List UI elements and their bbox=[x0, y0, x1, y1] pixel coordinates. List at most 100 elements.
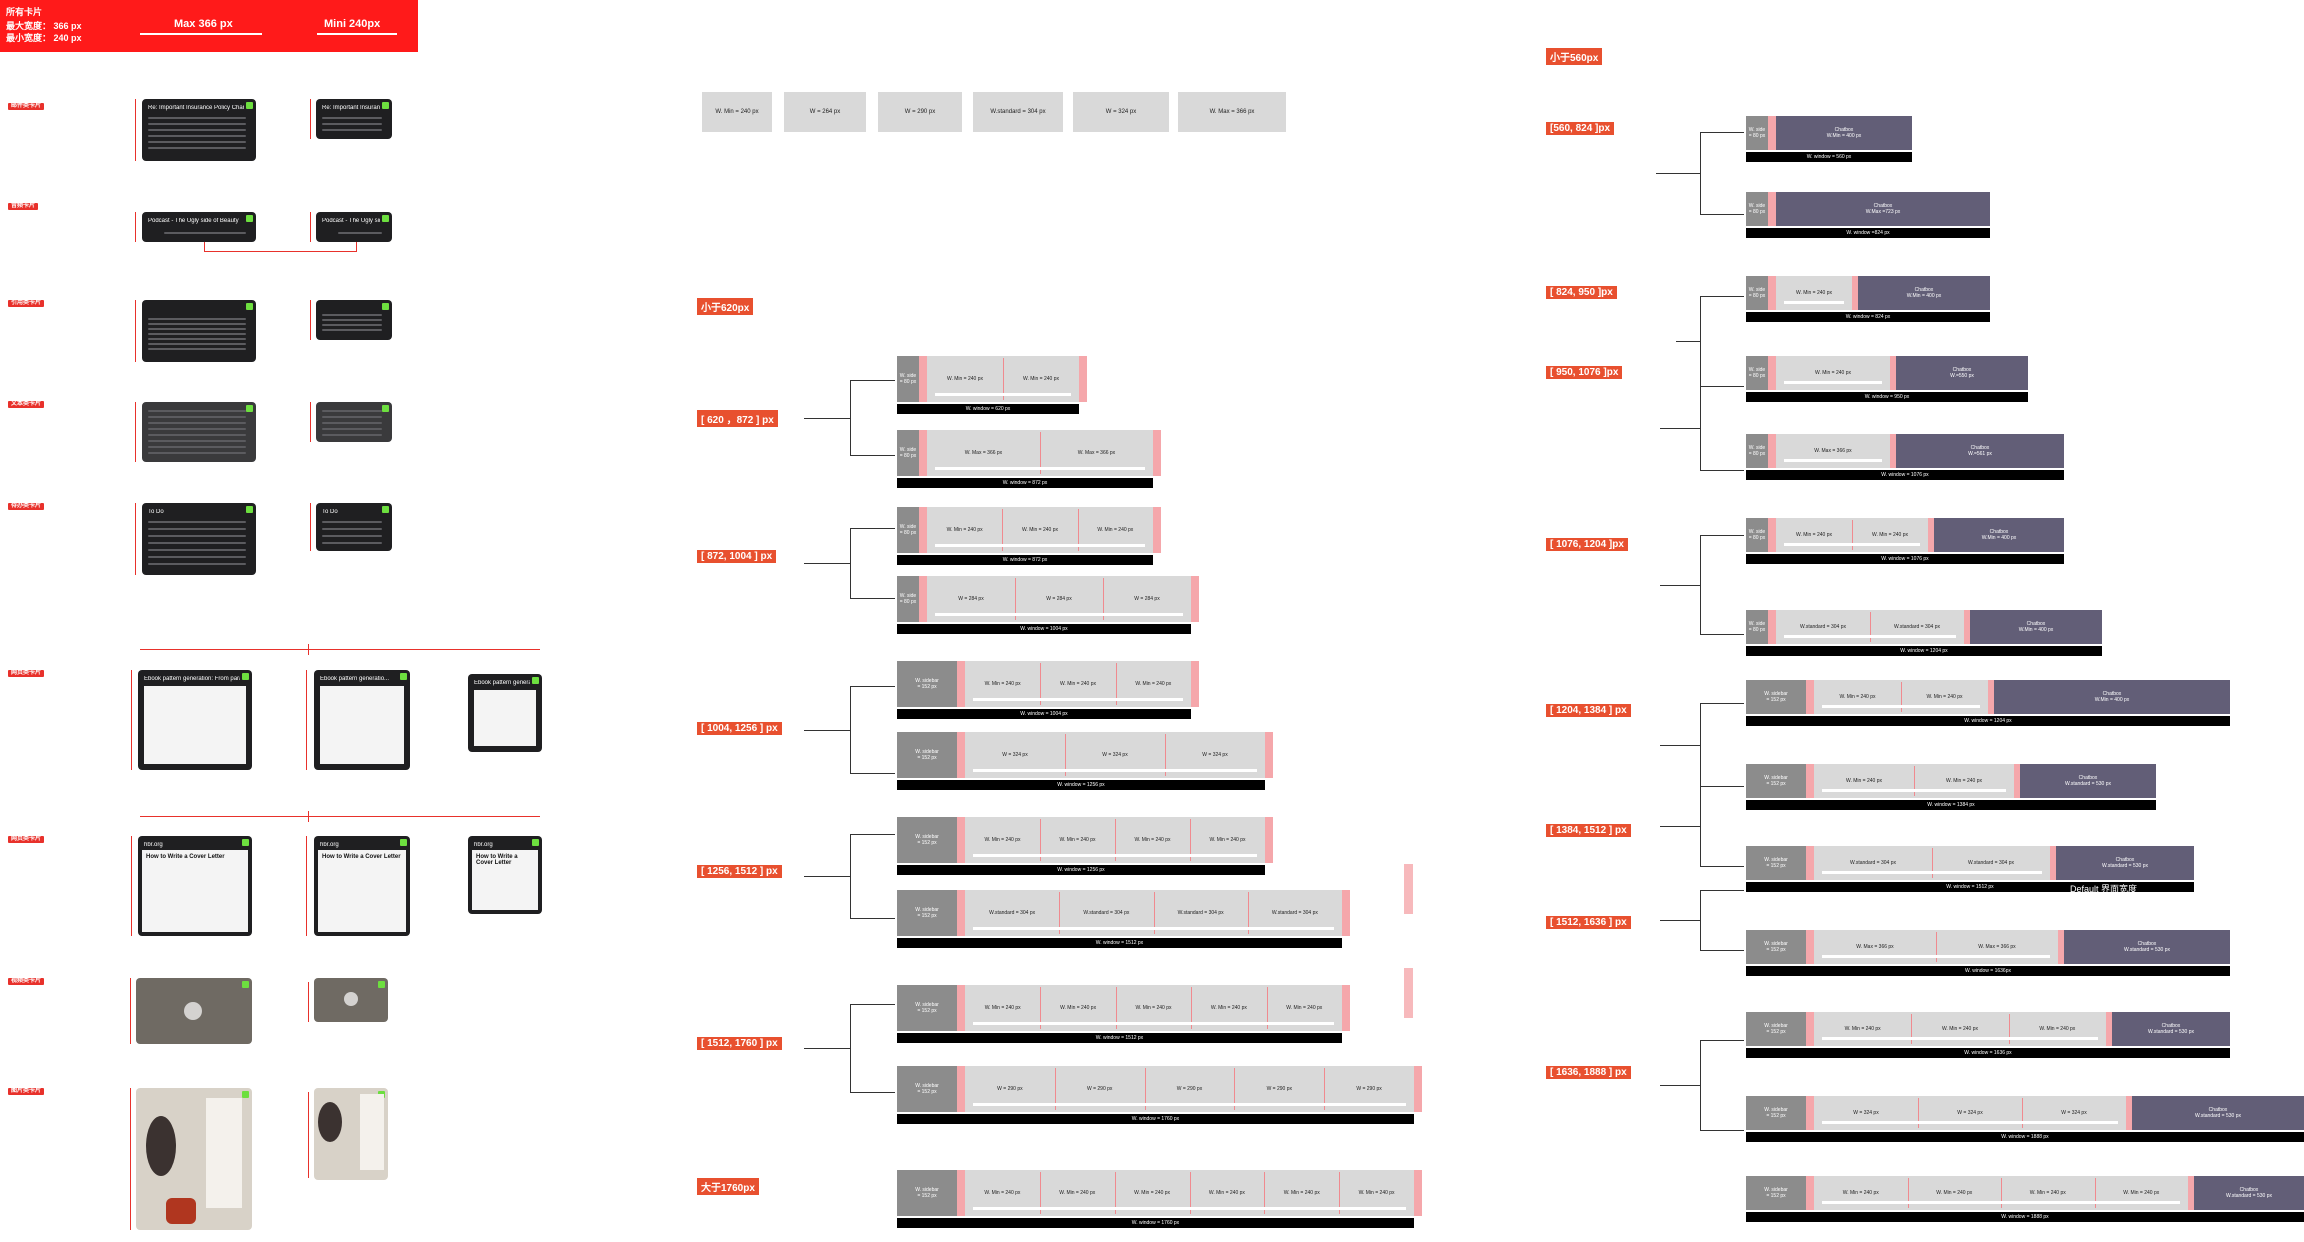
tree-connector bbox=[1700, 1040, 1701, 1130]
tree-connector bbox=[850, 1004, 895, 1005]
text-line bbox=[148, 343, 246, 345]
text-line bbox=[148, 452, 246, 454]
card-cell: W = 324 px bbox=[1002, 752, 1028, 758]
tree-connector bbox=[1660, 1085, 1700, 1086]
layout-diagram: W. side = 80 px W = 284 px W = 284 px W = 2… bbox=[897, 576, 1199, 634]
layout-diagram: W. sidebar = 152 px W. Min = 240 px W. Min… bbox=[897, 661, 1199, 719]
default-width-note: Default 界面宽度 bbox=[2070, 884, 2138, 894]
card-video bbox=[136, 978, 252, 1044]
width-guide bbox=[310, 212, 311, 242]
cell-separator bbox=[1015, 578, 1016, 620]
cell-separator bbox=[1002, 509, 1004, 551]
card-cell: W. Min = 240 px bbox=[1926, 694, 1963, 700]
gutter bbox=[1153, 430, 1161, 476]
tree-connector bbox=[1660, 584, 1700, 586]
layout-diagram: W. sidebar = 152 px W. Min = 240 px W. Min… bbox=[1746, 680, 2230, 726]
gutter bbox=[957, 985, 965, 1031]
ebook-page bbox=[144, 686, 246, 764]
content-area: W. Min = 240 px W. Min = 240 px W. Min = 2… bbox=[1814, 1012, 2106, 1046]
cell-separator bbox=[2022, 1098, 2023, 1128]
sidebar-block: W. side = 80 px bbox=[1746, 116, 1768, 150]
status-dot bbox=[382, 215, 389, 222]
card-title: hbr.org bbox=[474, 842, 493, 848]
connector bbox=[356, 242, 357, 252]
card-cell: W. Min = 240 px bbox=[2039, 1026, 2076, 1032]
mini-width-underline bbox=[317, 33, 397, 35]
mini-width-label: Mini 240px bbox=[324, 18, 381, 30]
sidebar-block: W. sidebar = 152 px bbox=[897, 661, 957, 707]
gutter bbox=[1265, 817, 1273, 863]
width-guide bbox=[135, 99, 136, 161]
gutter bbox=[1191, 576, 1199, 622]
gutter bbox=[1342, 985, 1350, 1031]
content-area: W.standard = 304 px W.standard = 304 px bbox=[1814, 846, 2050, 880]
text-line bbox=[148, 318, 246, 320]
gutter bbox=[957, 732, 965, 778]
chatbox-block: Chatbox W.Min = 400 px bbox=[1970, 610, 2102, 644]
gutter bbox=[1768, 276, 1776, 310]
card-cell: W.standard = 304 px bbox=[1967, 860, 2014, 866]
layout-diagram: W. sidebar = 152 px W. Min = 240 px W. Min… bbox=[897, 1170, 1422, 1228]
layout-diagram: W. sidebar = 152 px W. Min = 240 px W. Min… bbox=[1746, 764, 2156, 810]
tree-connector bbox=[1700, 786, 1744, 787]
cell-separator bbox=[1191, 987, 1193, 1029]
card-cell: W = 324 px bbox=[1853, 1110, 1879, 1116]
card-title: Ebook pattern generation: From paragraph bbox=[144, 676, 240, 682]
card-cell: W. Min = 240 px bbox=[1286, 1005, 1323, 1011]
card-cell: W.standard = 304 px bbox=[1083, 910, 1130, 916]
content-area: W = 324 px W = 324 px W = 324 px bbox=[965, 732, 1265, 778]
card-cell: W. Min = 240 px bbox=[984, 1005, 1021, 1011]
content-area: W. Min = 240 px W. Min = 240 px bbox=[927, 356, 1079, 402]
tree-connector bbox=[1676, 341, 1700, 342]
section-tag: 待办类卡片 bbox=[8, 503, 45, 510]
cell-separator bbox=[1114, 1172, 1116, 1214]
text-line bbox=[322, 410, 382, 412]
section-tag: 引用类卡片 bbox=[8, 300, 45, 307]
gutter bbox=[2014, 764, 2020, 798]
cell-separator bbox=[1054, 1068, 1056, 1110]
window-width-bar: W. window = 872 px bbox=[897, 555, 1153, 565]
card-text bbox=[142, 402, 256, 462]
sidebar-block: W. sidebar = 152 px bbox=[1746, 764, 1806, 798]
layout-diagram: W. side = 80 px W.standard = 304 px W.stan… bbox=[1746, 610, 2102, 656]
card-cell: W. Min = 240 px bbox=[1796, 290, 1832, 296]
text-line bbox=[148, 147, 246, 149]
range-tag: [560, 824 ]px bbox=[1546, 122, 1615, 135]
gutter bbox=[1768, 518, 1776, 552]
window-width-bar: W. window = 1512 px bbox=[1746, 882, 2194, 892]
content-area: W. Min = 240 px W. Min = 240 px W. Min = 2… bbox=[965, 1170, 1414, 1216]
width-guide bbox=[130, 978, 131, 1044]
card-title: To Do bbox=[322, 509, 338, 515]
right-headline: 小于560px bbox=[1546, 48, 1603, 65]
gutter bbox=[2050, 846, 2056, 880]
card-cell: W.standard = 304 px bbox=[989, 910, 1036, 916]
tree-connector bbox=[850, 918, 895, 919]
card-cell: W = 324 px bbox=[1202, 752, 1228, 758]
text-line bbox=[148, 328, 246, 330]
window-light bbox=[206, 1098, 242, 1208]
content-rule bbox=[973, 1103, 1406, 1106]
tree-connector bbox=[1700, 890, 1701, 950]
window-width-bar: W. window = 1636px bbox=[1746, 966, 2230, 976]
content-area: W. Min = 240 px bbox=[1776, 276, 1852, 310]
window-width-bar: W. window = 1636 px bbox=[1746, 1048, 2230, 1058]
card-cell: W. Min = 240 px bbox=[1815, 370, 1851, 376]
card-cell: W. Max = 366 px bbox=[964, 450, 1003, 456]
ebook-page bbox=[474, 690, 536, 746]
gutter bbox=[957, 1170, 965, 1216]
range-tag: [ 1004, 1256 ] px bbox=[697, 722, 782, 735]
pink-marker bbox=[1404, 864, 1413, 914]
card-cell: W. Min = 240 px bbox=[1097, 527, 1134, 533]
tree-connector bbox=[1700, 132, 1744, 133]
content-rule bbox=[1784, 381, 1882, 384]
gutter bbox=[1890, 434, 1896, 468]
gutter bbox=[1806, 1096, 1814, 1130]
window-width-bar: W. window = 1076 px bbox=[1746, 470, 2064, 480]
cell-separator bbox=[1065, 734, 1066, 776]
text-line bbox=[322, 324, 382, 326]
layout-diagram: W. side = 80 px W. Max = 366 px W. Max = 3… bbox=[897, 430, 1161, 488]
card-width-box: W. Max = 366 px bbox=[1178, 92, 1286, 132]
sidebar-block: W. sidebar = 152 px bbox=[897, 732, 957, 778]
window-width-bar: W. window = 1204 px bbox=[1746, 646, 2102, 656]
content-rule bbox=[1784, 459, 1882, 462]
